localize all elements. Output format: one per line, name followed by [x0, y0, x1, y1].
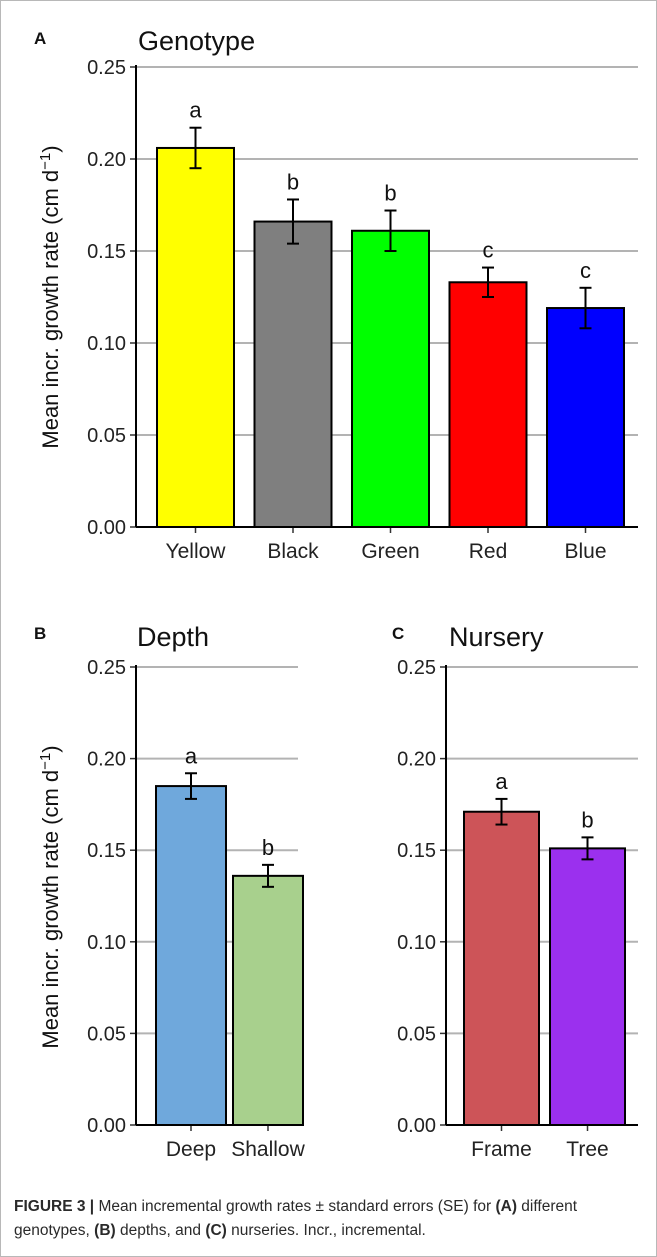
bar-tree [549, 847, 626, 1126]
y-tick-label: 0.05 [87, 1023, 126, 1045]
chart-panel-b: B Depth 0.00 0.05 0.10 0.15 0.20 0.25 a Deep b Shal… [34, 622, 306, 1161]
bar-green [351, 229, 430, 528]
x-tick-label: Shallow [231, 1138, 305, 1161]
x-tick-label: Blue [564, 540, 606, 563]
y-tick-label: 0.20 [397, 749, 436, 771]
x-tick-label: Frame [471, 1138, 532, 1161]
caption-bold-c: (C) [205, 1222, 227, 1239]
panel-label: B [34, 624, 46, 643]
x-tick-label: Black [267, 540, 319, 563]
x-tick-label: Green [361, 540, 419, 563]
y-tick-label: 0.20 [87, 149, 126, 171]
bar-frame [463, 810, 540, 1127]
y-tick-label: 0.10 [87, 333, 126, 355]
caption-bold-b: (B) [94, 1222, 116, 1239]
caption-text-3: depths, and [115, 1222, 206, 1239]
y-axis-label: Mean incr. growth rate (cm d−1) [37, 145, 63, 448]
y-tick-label: 0.25 [87, 57, 126, 79]
chart-svg: A Genotype 0.00 0.05 0.10 0.15 0.20 0.25 a Yellow… [34, 26, 638, 1161]
y-tick-label: 0.15 [87, 840, 126, 862]
bar-blue [546, 307, 625, 529]
caption-text-4: nurseries. Incr., incremental. [226, 1222, 426, 1239]
significance-letter: c [580, 258, 591, 283]
caption-figure-label: FIGURE 3 | [14, 1198, 95, 1215]
panel-title: Genotype [138, 26, 255, 56]
x-tick-label: Yellow [166, 540, 227, 563]
panel-label: A [34, 29, 46, 48]
significance-letter: a [185, 743, 198, 768]
y-tick-label: 0.15 [397, 840, 436, 862]
panel-title: Nursery [449, 622, 544, 652]
x-tick-label: Tree [566, 1138, 608, 1161]
x-tick-label: Red [469, 540, 508, 563]
bar-red [448, 281, 528, 528]
y-tick-label: 0.20 [87, 749, 126, 771]
significance-letter: b [384, 181, 396, 206]
significance-letter: b [262, 835, 274, 860]
y-axis-label: Mean incr. growth rate (cm d−1) [37, 745, 63, 1048]
y-tick-label: 0.05 [87, 425, 126, 447]
caption-text-1: Mean incremental growth rates ± standard… [94, 1198, 496, 1215]
y-tick-label: 0.00 [397, 1115, 436, 1137]
bar-deep [155, 785, 227, 1127]
significance-letter: a [495, 769, 508, 794]
y-tick-label: 0.15 [87, 241, 126, 263]
significance-letter: c [483, 238, 494, 263]
chart-panel-c: C Nursery 0.00 0.05 0.10 0.15 0.20 0.25 a Frame b T… [392, 622, 638, 1161]
y-tick-label: 0.25 [87, 657, 126, 679]
y-tick-label: 0.00 [87, 1115, 126, 1137]
y-tick-label: 0.25 [397, 657, 436, 679]
y-tick-label: 0.05 [397, 1023, 436, 1045]
significance-letter: a [189, 98, 202, 123]
bar-yellow [156, 146, 235, 529]
significance-letter: b [287, 169, 299, 194]
bar-black [253, 220, 333, 528]
y-tick-label: 0.10 [397, 932, 436, 954]
caption-text-2: different genotypes, [14, 1198, 578, 1239]
panel-title: Depth [137, 622, 209, 652]
panel-label: C [392, 624, 404, 643]
chart-panel-a: A Genotype 0.00 0.05 0.10 0.15 0.20 0.25 a Yellow… [34, 26, 638, 563]
y-tick-label: 0.10 [87, 932, 126, 954]
significance-letter: b [581, 807, 593, 832]
caption-bold-a: (A) [495, 1198, 517, 1215]
bar-shallow [232, 874, 304, 1127]
y-tick-label: 0.00 [87, 517, 126, 539]
figure-caption: FIGURE 3 | Mean incremental growth rates… [14, 1195, 644, 1243]
x-tick-label: Deep [166, 1138, 216, 1161]
